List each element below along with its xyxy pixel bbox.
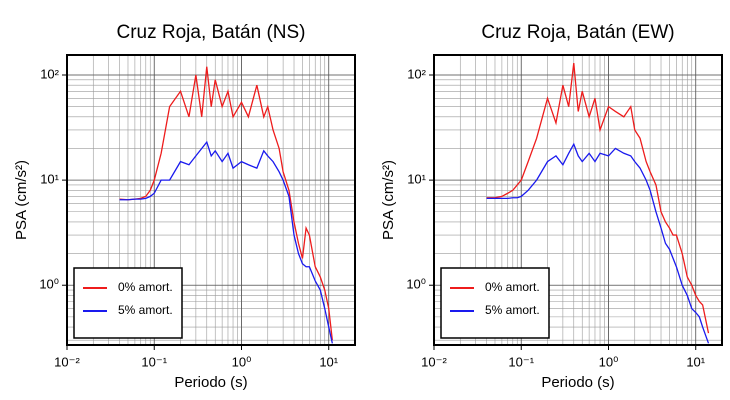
- y-tick-label: 10⁰: [39, 277, 59, 292]
- x-axis-label: Periodo (s): [174, 374, 247, 391]
- data-line: [486, 142, 710, 344]
- y-tick-label: 10¹: [40, 172, 59, 187]
- plot-frame: [433, 54, 723, 346]
- x-tick-label: 10⁰: [232, 354, 252, 369]
- data-line: [486, 62, 710, 334]
- x-axis-label: Periodo (s): [541, 374, 614, 391]
- x-tick-label: 10⁻²: [421, 354, 447, 369]
- legend-label: 0% amort.: [485, 280, 540, 294]
- x-tick-label: 10¹: [686, 354, 705, 369]
- data-line: [119, 140, 333, 344]
- y-tick-label: 10⁰: [406, 277, 426, 292]
- legend-label: 5% amort.: [485, 303, 540, 317]
- legend-box: [73, 267, 183, 339]
- x-tick-label: 10¹: [319, 354, 338, 369]
- legend-label: 5% amort.: [118, 303, 173, 317]
- y-axis-label: PSA (cm/s²): [13, 160, 30, 240]
- x-tick-label: 10⁻¹: [508, 354, 534, 369]
- x-tick-label: 10⁻²: [54, 354, 80, 369]
- chart-panel: 10⁻² 10⁻¹ 10⁰ 10¹ 10⁰ 10¹ 10² 0% amort. 5% amort…: [13, 22, 356, 391]
- data-line: [119, 66, 333, 341]
- y-axis-label: PSA (cm/s²): [380, 160, 397, 240]
- plot-frame: [66, 54, 356, 346]
- y-tick-label: 10¹: [407, 172, 426, 187]
- chart-panel: 10⁻² 10⁻¹ 10⁰ 10¹ 10⁰ 10¹ 10² 0% amort. 5% amort…: [380, 22, 723, 391]
- chart-title: Cruz Roja, Batán (NS): [116, 22, 305, 43]
- legend-box: [440, 267, 550, 339]
- y-tick-label: 10²: [40, 66, 59, 81]
- y-tick-label: 10²: [407, 66, 426, 81]
- x-tick-label: 10⁰: [599, 354, 619, 369]
- x-tick-label: 10⁻¹: [141, 354, 167, 369]
- chart-title: Cruz Roja, Batán (EW): [481, 22, 674, 43]
- legend-label: 0% amort.: [118, 280, 173, 294]
